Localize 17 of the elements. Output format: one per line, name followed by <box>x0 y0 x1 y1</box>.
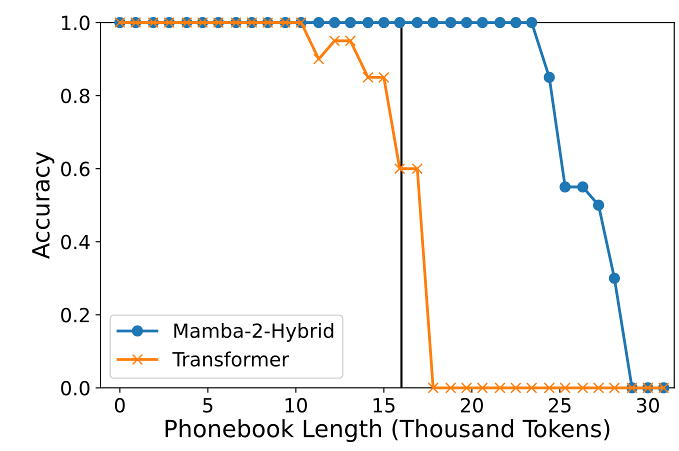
x-tick-label: 5 <box>203 398 212 413</box>
y-tick-label: 0.8 <box>61 88 90 104</box>
x-tick-label: 0 <box>114 398 125 413</box>
y-axis-title: Accuracy <box>32 152 54 259</box>
x-tick-label: 30 <box>636 398 659 413</box>
y-tick-label: 0.4 <box>61 234 90 250</box>
y-tick-label: 0.6 <box>61 162 90 176</box>
y-tick-label: 1.0 <box>62 16 90 30</box>
x-tick-label: 25 <box>548 398 571 413</box>
legend-label: Transformer <box>172 352 290 367</box>
x-tick-label: 20 <box>460 398 483 413</box>
legend-label: Mamba-2-Hybrid <box>174 323 334 342</box>
y-tick-label: 0.0 <box>61 380 90 396</box>
x-tick-label: 15 <box>374 398 395 413</box>
y-tick-label: 0.2 <box>61 308 89 322</box>
x-tick-label: 10 <box>286 398 307 413</box>
x-axis-title: Phonebook Length (Thousand Tokens) <box>166 419 610 442</box>
